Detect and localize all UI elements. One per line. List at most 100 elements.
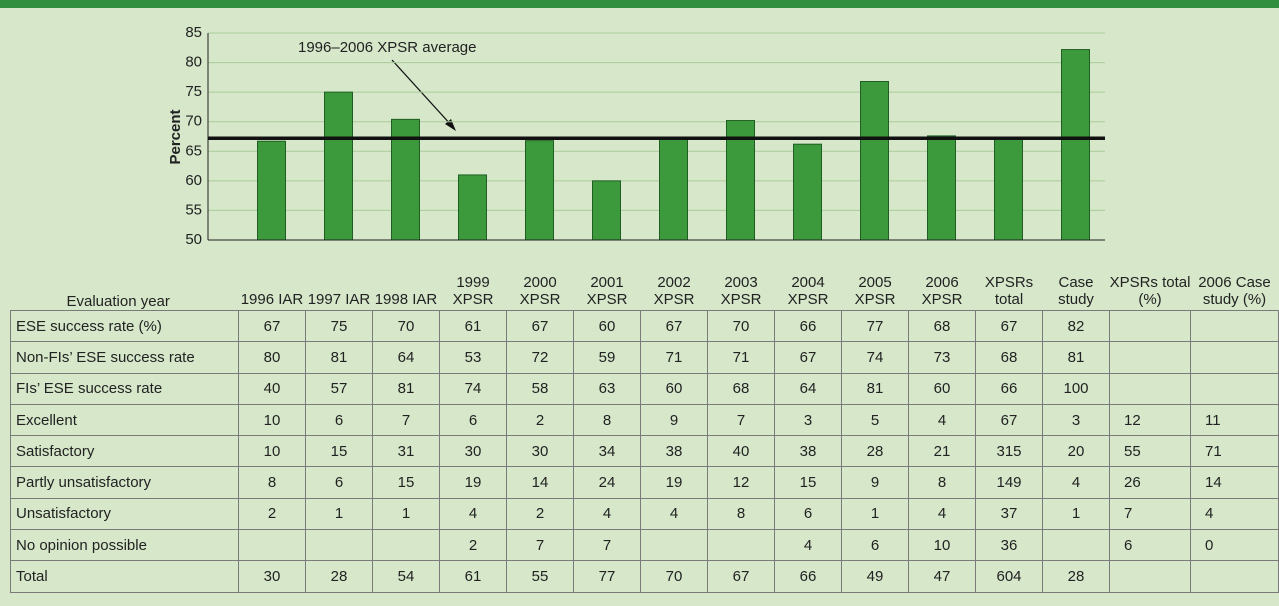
cell: 34: [573, 435, 641, 468]
bar: [659, 138, 688, 241]
data-table: Evaluation year 1996 IAR 1997 IAR 1998 IAR 1…: [10, 256, 1279, 593]
column-header: 1998 IAR: [374, 291, 438, 308]
cell: 4: [774, 529, 842, 562]
table-row: Excellent 10 6 7 6 2 8 9 7 3 5 4 67 3 12 11: [10, 403, 1279, 437]
cell: 8: [707, 497, 775, 531]
cell: 61: [439, 560, 507, 593]
bar: [257, 140, 286, 241]
row-label: Satisfactory: [10, 435, 239, 468]
cell: [1109, 372, 1191, 405]
cell: 7: [573, 529, 641, 562]
column-header: 2004 XPSR: [787, 274, 829, 308]
chart: Percent 1996–2006 XPSR average 50 55 60 65 7…: [167, 24, 1105, 248]
cell: 6: [439, 403, 507, 437]
cell: 9: [640, 403, 708, 437]
cell: 38: [774, 435, 842, 468]
table-row: Partly unsatisfactory 8 6 15 19 14 24 19 12 15 9 8 1…: [10, 466, 1279, 499]
column-header: 2006 XPSR: [921, 274, 963, 308]
cell: 4: [1190, 497, 1279, 531]
cell: 66: [774, 560, 842, 593]
cell: 30: [439, 435, 507, 468]
cell: 70: [707, 309, 775, 343]
cell: 1: [1042, 497, 1110, 531]
bar: [793, 143, 822, 241]
cell: [238, 529, 306, 562]
cell: 21: [908, 435, 976, 468]
cell: 77: [841, 309, 909, 343]
cell: 64: [372, 341, 440, 374]
cell: 19: [439, 466, 507, 499]
column-header: 2000 XPSR: [519, 274, 561, 308]
cell: 1: [841, 497, 909, 531]
y-tick-label: 75: [185, 83, 202, 100]
cell: 66: [975, 372, 1043, 405]
y-tick-label: 55: [185, 201, 202, 218]
cell: [1190, 341, 1279, 374]
cell: 47: [908, 560, 976, 593]
cell: 8: [573, 403, 641, 437]
cell: 67: [774, 341, 842, 374]
cell: 10: [238, 403, 306, 437]
cell: 4: [908, 497, 976, 531]
y-tick-label: 70: [185, 113, 202, 130]
cell: 67: [975, 403, 1043, 437]
cell: 6: [841, 529, 909, 562]
cell: 60: [908, 372, 976, 405]
column-header: XPSRs total (%): [1109, 274, 1191, 308]
row-label: No opinion possible: [10, 529, 239, 562]
cell: 26: [1109, 466, 1191, 499]
cell: 2: [439, 529, 507, 562]
bar: [324, 91, 353, 241]
cell: 4: [640, 497, 708, 531]
cell: 4: [573, 497, 641, 531]
row-label: Unsatisfactory: [10, 497, 239, 531]
bar: [927, 135, 956, 241]
column-header: 2005 XPSR: [854, 274, 896, 308]
cell: 28: [841, 435, 909, 468]
cell: 80: [238, 341, 306, 374]
cell: [1190, 372, 1279, 405]
cell: 28: [305, 560, 373, 593]
cell: 81: [841, 372, 909, 405]
cell: 59: [573, 341, 641, 374]
cell: 4: [439, 497, 507, 531]
cell: 71: [1190, 435, 1279, 468]
cell: 49: [841, 560, 909, 593]
cell: 53: [439, 341, 507, 374]
table-row: No opinion possible 2 7 7 4 6 10 36 6 0: [10, 529, 1279, 562]
bar: [860, 80, 889, 241]
bar: [726, 120, 755, 241]
cell: 28: [1042, 560, 1110, 593]
row-label: Non-FIs’ ESE success rate: [10, 341, 239, 374]
cell: 19: [640, 466, 708, 499]
cell: 12: [1109, 403, 1191, 437]
cell: [372, 529, 440, 562]
cell: 75: [305, 309, 373, 343]
cell: 68: [908, 309, 976, 343]
bar: [458, 174, 487, 241]
row-label: ESE success rate (%): [10, 309, 239, 343]
cell: 15: [305, 435, 373, 468]
cell: 8: [908, 466, 976, 499]
cell: 71: [707, 341, 775, 374]
cell: 8: [238, 466, 306, 499]
top-bar: [0, 0, 1279, 8]
column-header: Case study: [1058, 274, 1094, 308]
cell: 15: [372, 466, 440, 499]
cell: 0: [1190, 529, 1279, 562]
cell: 4: [1042, 466, 1110, 499]
row-label: Total: [10, 560, 239, 593]
cell: 67: [640, 309, 708, 343]
cell: 81: [372, 372, 440, 405]
cell: 73: [908, 341, 976, 374]
cell: 37: [975, 497, 1043, 531]
cell: 3: [774, 403, 842, 437]
cell: 24: [573, 466, 641, 499]
cell: 7: [1109, 497, 1191, 531]
corner-label: Evaluation year: [66, 293, 170, 310]
bar: [1061, 49, 1090, 241]
cell: 81: [1042, 341, 1110, 374]
column-header: 2002 XPSR: [653, 274, 695, 308]
row-label: FIs’ ESE success rate: [10, 372, 239, 405]
